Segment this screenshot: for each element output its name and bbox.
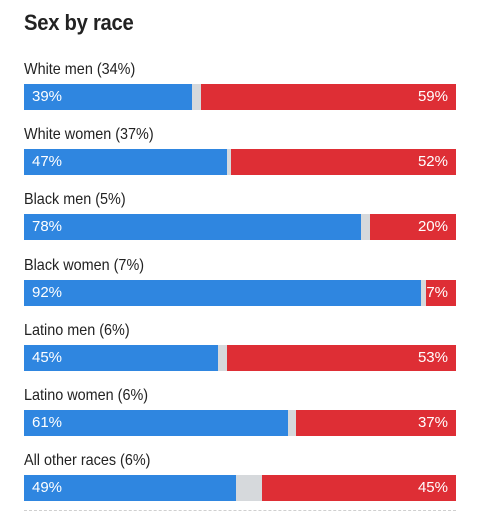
bar-row-latino-men: Latino men (6%) 45% 53%: [24, 320, 456, 371]
bar-segment-blue: [24, 410, 288, 436]
bar-track: 61% 37%: [24, 410, 456, 436]
bar-segment-blue: [24, 214, 361, 241]
value-label-red: 7%: [426, 283, 448, 301]
bar-segment-blue: [24, 279, 422, 306]
bar-segment-red: [369, 214, 456, 241]
category-label: Latino women (6%): [24, 387, 149, 404]
bar-row-latino-women: Latino women (6%) 61% 37%: [24, 385, 456, 436]
category-label: White men (34%): [24, 61, 136, 78]
category-label: Black women (7%): [24, 256, 145, 274]
value-label-red: 52%: [417, 153, 448, 171]
bar-row-white-men: White men (34%) 39% 59%: [24, 59, 456, 110]
bar-segment-red: [231, 149, 456, 176]
bar-track: 49% 45%: [24, 475, 456, 502]
value-label-blue: 92%: [32, 283, 63, 301]
value-label-blue: 45%: [32, 348, 63, 366]
bar-segment-blue: [24, 475, 236, 502]
value-label-red: 37%: [417, 414, 448, 431]
bar-segment-blue: [24, 344, 219, 371]
bar-row-black-men: Black men (5%) 78% 20%: [24, 189, 456, 241]
value-label-red: 20%: [417, 218, 448, 236]
bar-segment-blue: [24, 84, 193, 110]
bar-segment-red: [227, 344, 456, 371]
bar-track: 78% 20%: [24, 214, 456, 241]
bar-track: 47% 52%: [24, 149, 456, 176]
bottom-divider: [24, 510, 456, 511]
value-label-blue: 49%: [32, 479, 63, 497]
value-label-red: 53%: [417, 348, 448, 366]
value-label-red: 45%: [417, 479, 448, 497]
category-label: White women (37%): [24, 126, 154, 144]
bar-segment-red: [425, 279, 456, 306]
chart-title: Sex by race: [24, 10, 134, 35]
value-label-blue: 39%: [32, 88, 63, 105]
category-label: All other races (6%): [24, 452, 151, 470]
bar-row-black-women: Black women (7%) 92% 7%: [24, 255, 456, 306]
bar-segment-red: [296, 410, 456, 436]
value-label-red: 59%: [417, 88, 448, 105]
bar-row-all-other-races: All other races (6%) 49% 45%: [24, 450, 456, 502]
category-label: Latino men (6%): [24, 321, 130, 339]
bar-segment-blue: [24, 149, 228, 176]
value-label-blue: 47%: [32, 153, 63, 171]
value-label-blue: 78%: [32, 218, 63, 236]
bar-track: 39% 59%: [24, 84, 456, 110]
category-label: Black men (5%): [24, 191, 126, 209]
bar-track: 92% 7%: [24, 279, 456, 306]
bar-track: 45% 53%: [24, 344, 456, 371]
value-label-blue: 61%: [32, 414, 63, 431]
bar-segment-red: [201, 84, 456, 110]
bar-segment-red: [261, 475, 456, 502]
bar-row-white-women: White women (37%) 47% 52%: [24, 124, 456, 176]
